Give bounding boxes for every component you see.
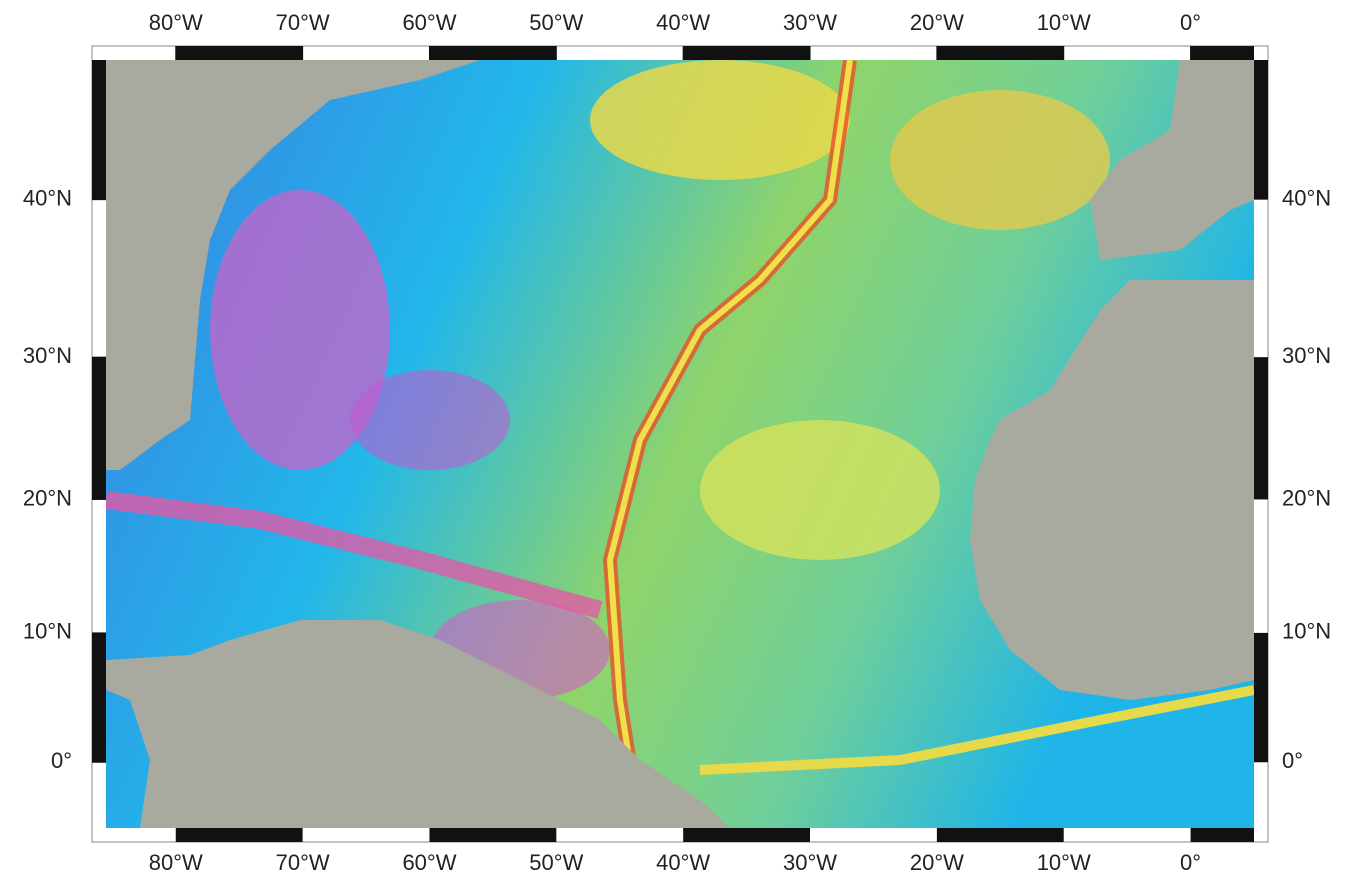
lat-label-left: 10°N (23, 619, 72, 644)
lat-label-right: 10°N (1282, 619, 1331, 644)
frame-bar (176, 46, 303, 60)
frame-bar (1191, 46, 1254, 60)
lon-label-bottom: 70°W (276, 850, 330, 875)
lon-label-bottom: 50°W (529, 850, 583, 875)
frame-bar (683, 828, 810, 842)
lon-label-bottom: 10°W (1037, 850, 1091, 875)
map: 80°W 80°W 70°W 70°W 60°W 60°W 50°W 50°W 40°W 40°W… (0, 0, 1358, 882)
frame-bar (1191, 828, 1254, 842)
frame-bar (92, 60, 106, 200)
map-image (106, 60, 1254, 828)
lat-label-left: 20°N (23, 485, 72, 510)
frame-bar (683, 46, 810, 60)
frame-bar (937, 46, 1064, 60)
lon-label-top: 0° (1180, 10, 1201, 35)
frame-bar (429, 828, 556, 842)
frame-bar (176, 828, 303, 842)
lon-label-top: 80°W (149, 10, 203, 35)
lon-label-top: 30°W (783, 10, 837, 35)
lat-label-right: 30°N (1282, 343, 1331, 368)
frame-bar (1254, 60, 1268, 200)
lon-label-bottom: 30°W (783, 850, 837, 875)
lat-label-left: 30°N (23, 343, 72, 368)
lat-label-right: 20°N (1282, 485, 1331, 510)
lon-label-bottom: 60°W (402, 850, 456, 875)
lon-label-bottom: 80°W (149, 850, 203, 875)
frame-bar (1254, 357, 1268, 499)
frame-bar (937, 828, 1064, 842)
lon-label-top: 20°W (910, 10, 964, 35)
lat-label-left: 40°N (23, 185, 72, 210)
frame-bar (429, 46, 556, 60)
lat-label-right: 0° (1282, 748, 1303, 773)
lon-label-bottom: 40°W (656, 850, 710, 875)
lat-label-right: 40°N (1282, 185, 1331, 210)
frame-bar (92, 357, 106, 499)
frame-bar (1254, 633, 1268, 762)
lon-label-top: 60°W (402, 10, 456, 35)
lon-label-top: 70°W (276, 10, 330, 35)
lon-label-top: 10°W (1037, 10, 1091, 35)
lon-label-bottom: 0° (1180, 850, 1201, 875)
lon-label-top: 50°W (529, 10, 583, 35)
lat-label-left: 0° (51, 748, 72, 773)
lon-label-bottom: 20°W (910, 850, 964, 875)
frame-bar (92, 633, 106, 762)
lon-label-top: 40°W (656, 10, 710, 35)
